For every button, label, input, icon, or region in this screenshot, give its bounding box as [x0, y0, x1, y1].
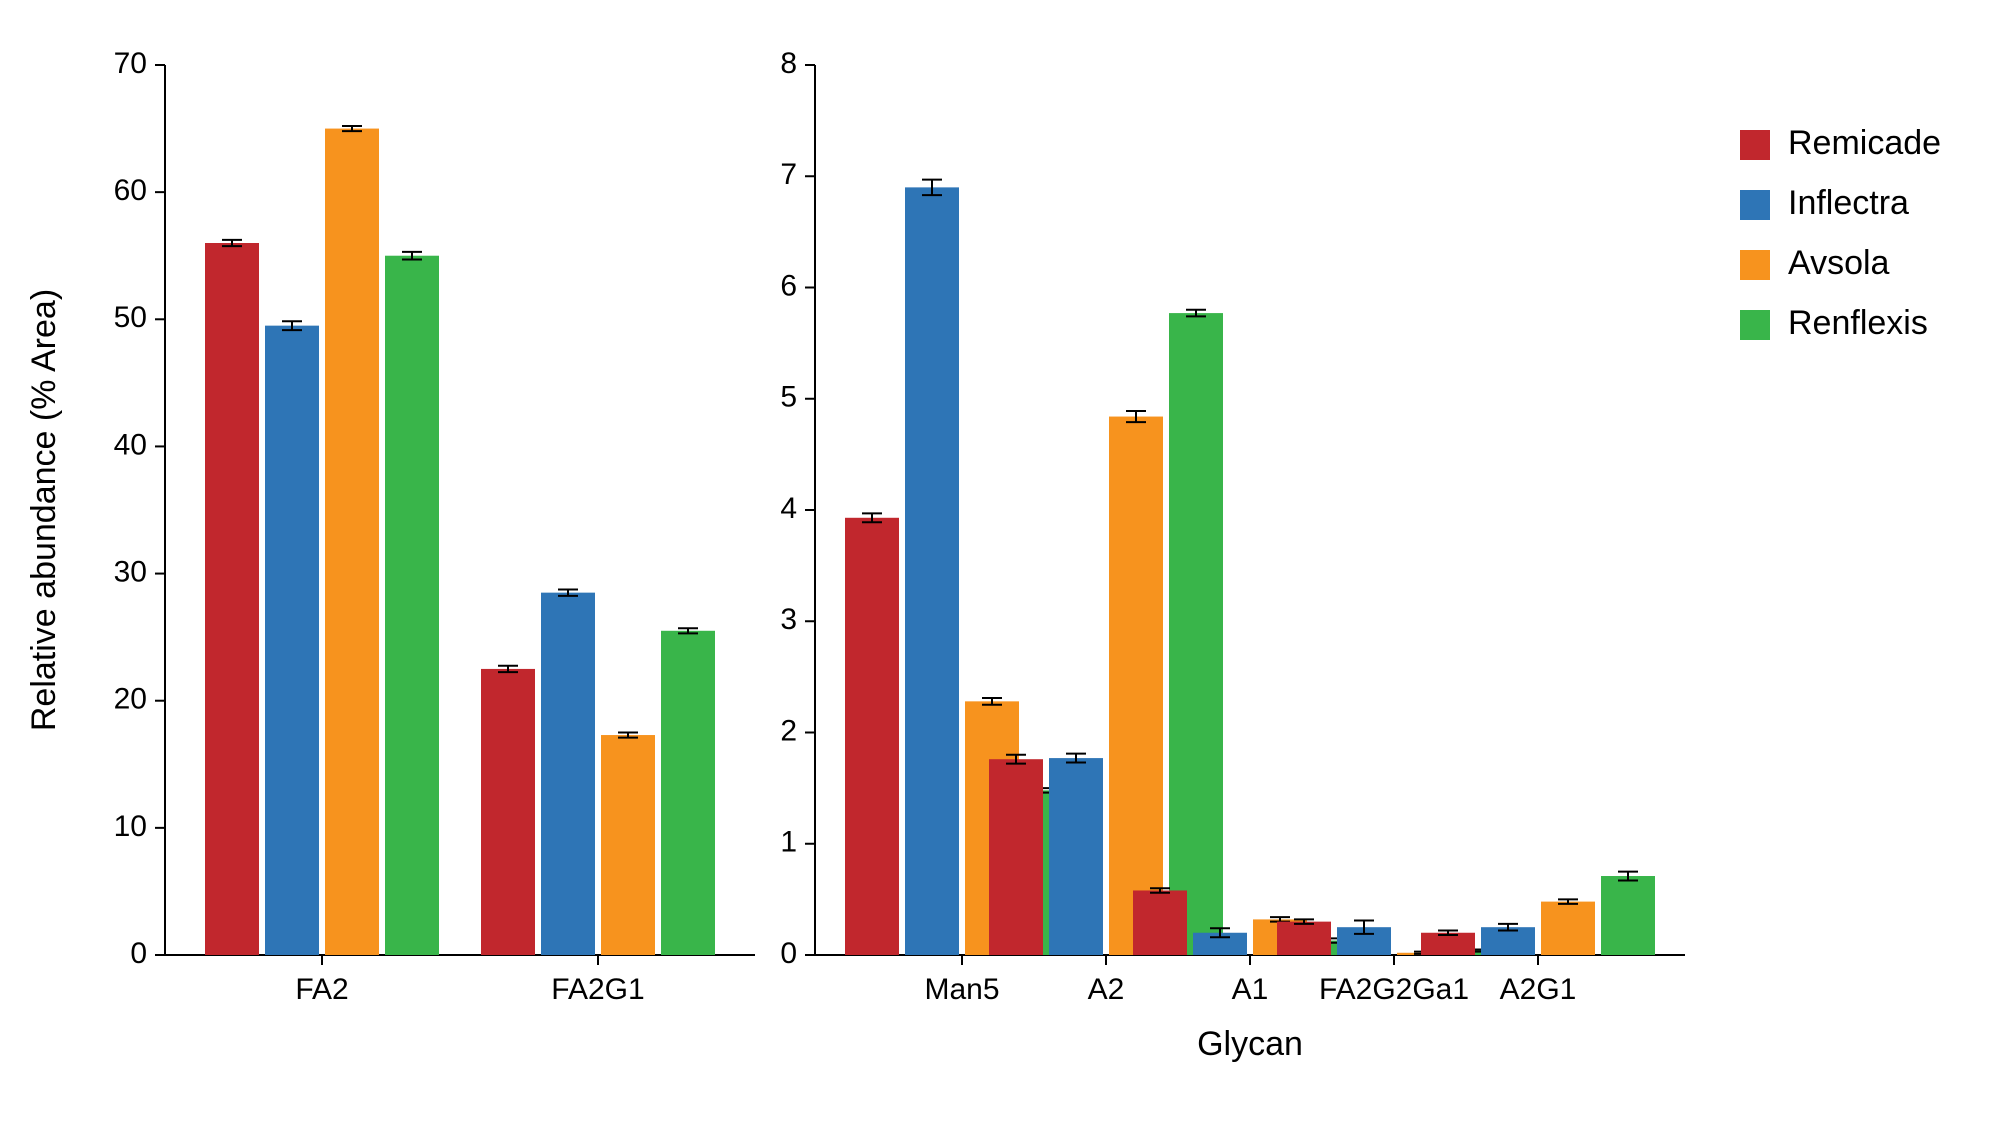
- panel-right-category-label: A2: [1088, 973, 1125, 1006]
- panel-left-ytick-label: 70: [114, 47, 147, 80]
- panel-left-ytick-label: 60: [114, 174, 147, 207]
- panel-right-ytick-label: 3: [780, 603, 797, 636]
- bar-remicade: [481, 669, 535, 955]
- bar-inflectra: [265, 326, 319, 955]
- legend-swatch-avsola: [1740, 250, 1770, 280]
- panel-right-category-label: A2G1: [1500, 973, 1577, 1006]
- bar-remicade: [989, 759, 1043, 955]
- panel-left-category-label: FA2: [295, 973, 348, 1006]
- bar-avsola: [1541, 902, 1595, 955]
- bar-remicade: [1133, 890, 1187, 955]
- bar-remicade: [205, 243, 259, 955]
- bar-remicade: [845, 518, 899, 955]
- bar-renflexis: [1169, 313, 1223, 955]
- panel-right-ytick-label: 0: [780, 937, 797, 970]
- legend-label-renflexis: Renflexis: [1788, 304, 1928, 342]
- bar-inflectra: [1049, 758, 1103, 955]
- panel-right-ytick-label: 7: [780, 158, 797, 191]
- bar-renflexis: [1601, 876, 1655, 955]
- panel-left-ytick-label: 20: [114, 683, 147, 716]
- legend-label-inflectra: Inflectra: [1788, 184, 1909, 222]
- legend-swatch-inflectra: [1740, 190, 1770, 220]
- bar-renflexis: [661, 631, 715, 955]
- bar-avsola: [1109, 417, 1163, 955]
- panel-right-ytick-label: 4: [780, 492, 797, 525]
- panel-right-category-label: A1: [1232, 973, 1269, 1006]
- legend-label-remicade: Remicade: [1788, 124, 1941, 162]
- legend-label-avsola: Avsola: [1788, 244, 1890, 282]
- panel-right-ytick-label: 5: [780, 381, 797, 414]
- panel-left-ytick-label: 30: [114, 555, 147, 588]
- panel-right-category-label: Man5: [924, 973, 999, 1006]
- panel-left-ytick-label: 10: [114, 810, 147, 843]
- chart-svg: 0 10 20 30 40 50 60 70 FA2 FA2G1 0 1 2 3 4 5 6 7 8 Man5 A2 A1…: [0, 0, 2000, 1140]
- panel-left-ytick-label: 40: [114, 428, 147, 461]
- panel-right-ytick-label: 1: [780, 826, 797, 859]
- panel-left-ytick-label: 50: [114, 301, 147, 334]
- glycan-abundance-chart: 0 10 20 30 40 50 60 70 FA2 FA2G1 0 1 2 3 4 5 6 7 8 Man5 A2 A1…: [0, 0, 2000, 1140]
- legend-swatch-remicade: [1740, 130, 1770, 160]
- panel-left-category-label: FA2G1: [551, 973, 644, 1006]
- bar-avsola: [325, 129, 379, 955]
- bar-avsola: [601, 735, 655, 955]
- panel-right-ytick-label: 6: [780, 269, 797, 302]
- panel-right-category-label: FA2G2Ga1: [1319, 973, 1469, 1006]
- bar-renflexis: [385, 256, 439, 955]
- legend-swatch-renflexis: [1740, 310, 1770, 340]
- y-axis-title: Relative abundance (% Area): [25, 289, 63, 731]
- bar-remicade: [1421, 933, 1475, 955]
- bar-remicade: [1277, 922, 1331, 955]
- panel-left-ytick-label: 0: [130, 937, 147, 970]
- panel-right-ytick-label: 2: [780, 714, 797, 747]
- bar-inflectra: [905, 187, 959, 955]
- bar-inflectra: [541, 593, 595, 955]
- panel-right-ytick-label: 8: [780, 47, 797, 80]
- x-axis-title: Glycan: [1197, 1025, 1303, 1063]
